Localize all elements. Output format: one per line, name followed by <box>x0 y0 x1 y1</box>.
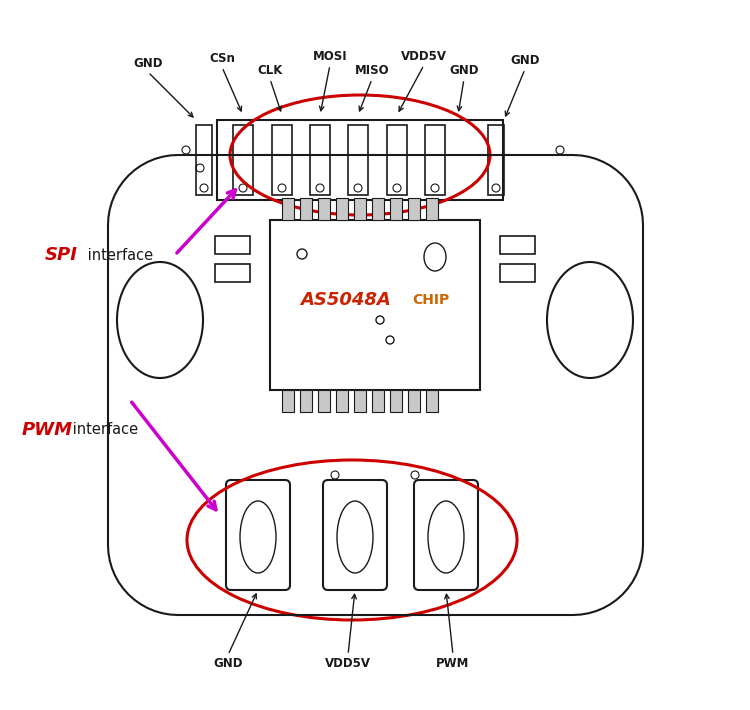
Bar <box>372 390 384 412</box>
Text: interface: interface <box>83 248 153 263</box>
Text: CSn: CSn <box>209 52 235 65</box>
Bar <box>390 390 402 412</box>
Bar <box>426 198 438 220</box>
Bar <box>488 125 504 195</box>
Bar <box>300 390 312 412</box>
Bar <box>310 125 330 195</box>
Bar <box>270 220 480 390</box>
Bar <box>354 198 366 220</box>
Bar <box>233 125 253 195</box>
Text: MISO: MISO <box>355 64 389 77</box>
Text: GND: GND <box>449 64 478 77</box>
Bar <box>196 125 212 195</box>
Bar <box>354 390 366 412</box>
Text: MOSI: MOSI <box>313 50 347 63</box>
Bar <box>215 236 250 254</box>
Bar <box>282 198 294 220</box>
Text: GND: GND <box>134 57 163 70</box>
Bar <box>217 120 503 200</box>
Bar <box>348 125 368 195</box>
Bar <box>408 198 420 220</box>
Bar <box>500 236 535 254</box>
Bar <box>318 198 330 220</box>
Bar <box>500 264 535 282</box>
Text: interface: interface <box>68 422 138 437</box>
Bar <box>336 198 348 220</box>
Bar <box>425 125 445 195</box>
Text: VDD5V: VDD5V <box>325 657 371 670</box>
Text: GND: GND <box>510 54 540 67</box>
Bar <box>336 390 348 412</box>
Bar <box>282 390 294 412</box>
Bar <box>390 198 402 220</box>
Bar <box>408 390 420 412</box>
Bar <box>387 125 407 195</box>
Text: PWM: PWM <box>436 657 470 670</box>
Bar <box>272 125 292 195</box>
Bar <box>426 390 438 412</box>
Bar <box>372 198 384 220</box>
Text: GND: GND <box>213 657 243 670</box>
Text: CHIP: CHIP <box>412 293 449 307</box>
Text: VDD5V: VDD5V <box>401 50 447 63</box>
Bar <box>215 264 250 282</box>
Text: AS5048A: AS5048A <box>300 291 391 309</box>
Text: SPI: SPI <box>45 246 78 264</box>
Text: CLK: CLK <box>257 64 283 77</box>
Text: PWM: PWM <box>22 421 73 439</box>
Bar <box>318 390 330 412</box>
Bar <box>300 198 312 220</box>
